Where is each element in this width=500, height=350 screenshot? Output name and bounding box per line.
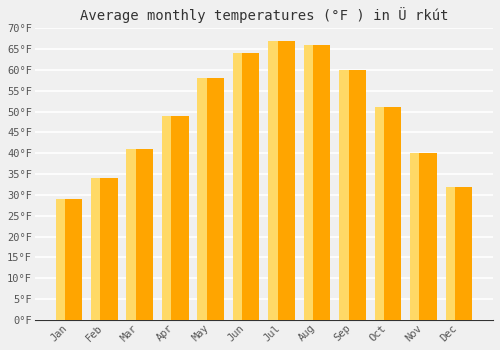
Bar	[198, 78, 224, 320]
Bar	[339, 70, 366, 320]
Bar	[198, 78, 206, 320]
Title: Average monthly temperatures (°F ) in Ü rkút: Average monthly temperatures (°F ) in Ü …	[80, 7, 448, 23]
Bar	[268, 41, 278, 320]
Bar	[446, 187, 472, 320]
Bar	[91, 178, 118, 320]
Bar	[56, 199, 65, 320]
Bar	[91, 178, 101, 320]
Bar	[410, 153, 437, 320]
Bar	[268, 41, 295, 320]
Bar	[162, 116, 171, 320]
Bar	[410, 153, 420, 320]
Bar	[162, 116, 188, 320]
Bar	[374, 107, 402, 320]
Bar	[56, 199, 82, 320]
Bar	[304, 45, 313, 320]
Bar	[126, 149, 136, 320]
Bar	[126, 149, 153, 320]
Bar	[233, 53, 260, 320]
Bar	[374, 107, 384, 320]
Bar	[304, 45, 330, 320]
Bar	[446, 187, 455, 320]
Bar	[233, 53, 242, 320]
Bar	[339, 70, 348, 320]
